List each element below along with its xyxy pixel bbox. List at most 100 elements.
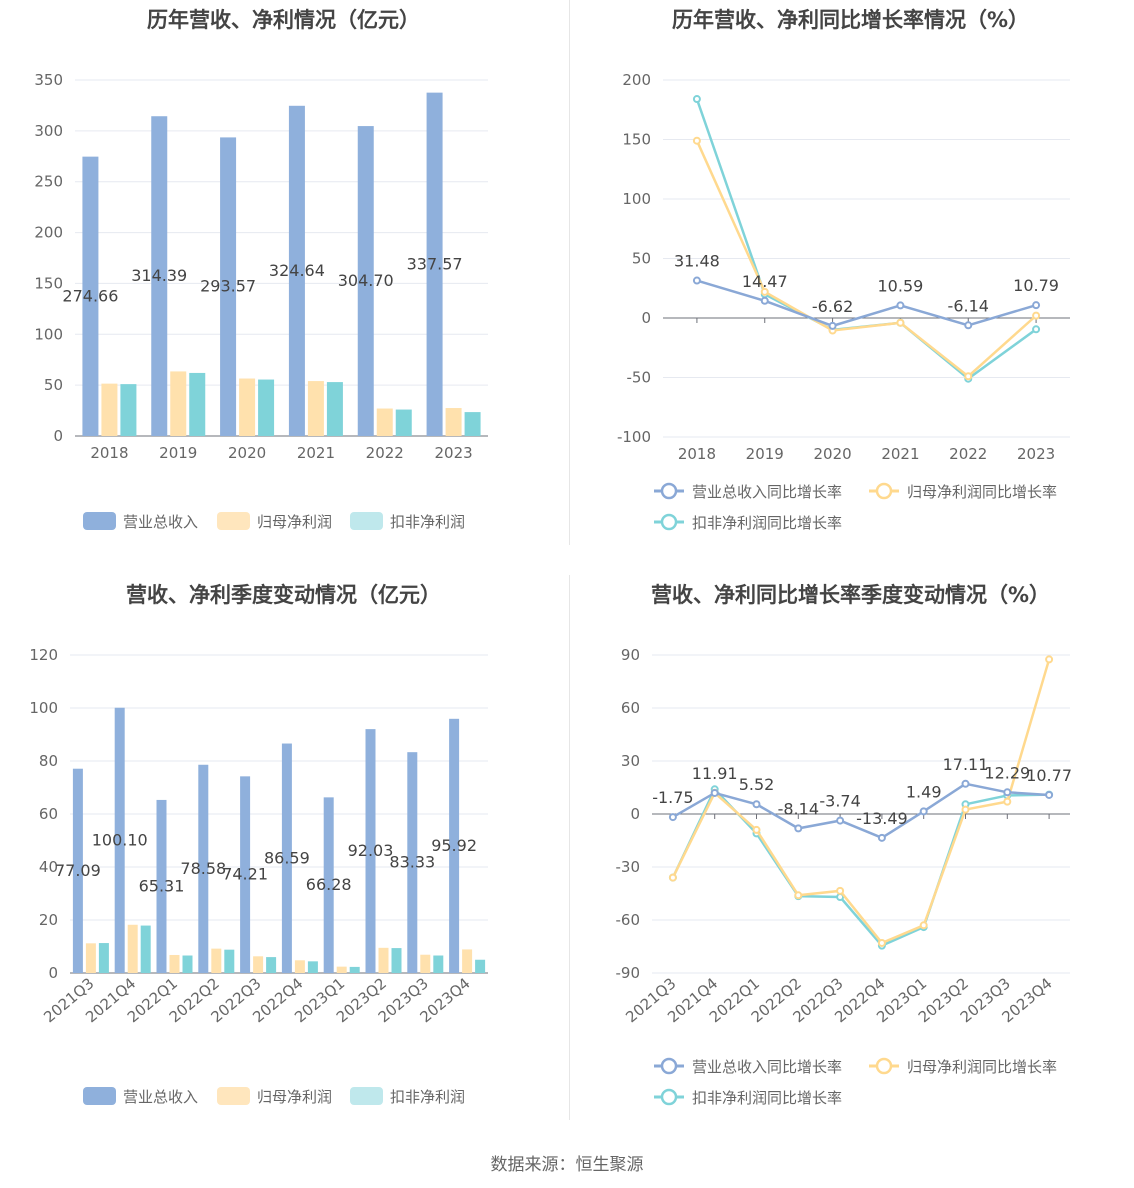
- data-point: [1003, 788, 1012, 797]
- bar: [170, 371, 187, 436]
- data-label: 14.47: [742, 272, 788, 291]
- x-tick-label: 2020: [813, 445, 851, 463]
- bar: [445, 408, 462, 436]
- data-point: [1032, 311, 1041, 320]
- y-tick-label: -90: [616, 964, 641, 982]
- legend-label: 归母净利润同比增长率: [907, 483, 1057, 501]
- data-label: 11.91: [692, 764, 738, 783]
- series-line: [695, 140, 1037, 378]
- series-line: [695, 98, 1037, 381]
- data-label: -3.74: [819, 792, 860, 811]
- x-tick-label: 2023: [1017, 445, 1055, 463]
- y-tick-label: -50: [627, 369, 652, 387]
- data-point: [760, 287, 769, 296]
- bar: [323, 797, 334, 973]
- legend-label: 营业总收入同比增长率: [692, 1058, 842, 1076]
- legend-label: 归母净利润: [257, 1088, 332, 1106]
- bar: [72, 768, 83, 973]
- data-label: 10.79: [1013, 276, 1059, 295]
- legend-label: 归母净利润: [257, 513, 332, 531]
- annual-revenue-profit-chart: 0 50 100 150 200 250 300 350 2018 2019 2020 2021 202…: [34, 71, 488, 531]
- series-line: [671, 659, 1051, 945]
- data-point: [964, 372, 973, 381]
- bar: [307, 961, 318, 973]
- y-tick-label: 250: [34, 173, 63, 191]
- data-point: [836, 886, 845, 895]
- x-tick-label: 2022: [366, 444, 404, 462]
- data-label: 65.31: [139, 876, 185, 895]
- x-tick-label: 2021: [881, 445, 919, 463]
- x-tick-label: 2019: [159, 444, 197, 462]
- data-point: [692, 95, 701, 104]
- y-tick-label: 100: [622, 190, 651, 208]
- data-label: 78.58: [180, 859, 226, 878]
- bar: [475, 959, 486, 973]
- y-tick-label: 80: [39, 752, 58, 770]
- bar: [198, 764, 209, 973]
- data-point: [1032, 301, 1041, 310]
- data-label: 74.21: [222, 865, 268, 884]
- legend-swatch: [83, 512, 116, 530]
- bar: [449, 718, 460, 973]
- x-tick-label: 2019: [746, 445, 784, 463]
- x-tick-label: 2023: [434, 444, 472, 462]
- x-tick-label: 2018: [90, 444, 128, 462]
- data-label: 324.64: [269, 261, 325, 280]
- y-tick-label: 30: [621, 752, 640, 770]
- data-point: [668, 873, 677, 882]
- chart-title: 营收、净利季度变动情况（亿元）: [126, 583, 441, 607]
- bar: [114, 707, 125, 973]
- data-point: [752, 800, 761, 809]
- data-point: [692, 276, 701, 285]
- bar: [169, 954, 180, 973]
- bar: [294, 960, 305, 973]
- bar: [395, 409, 412, 436]
- data-point: [919, 807, 928, 816]
- bar: [349, 966, 360, 973]
- quarterly-revenue-profit-chart: 0204060801001202021Q32021Q42022Q12022Q22…: [29, 646, 488, 1106]
- data-point: [919, 921, 928, 930]
- y-tick-label: 150: [34, 274, 63, 292]
- legend-swatch: [350, 512, 383, 530]
- data-point: [896, 301, 905, 310]
- bar: [266, 957, 277, 973]
- legend-marker: [875, 1057, 893, 1075]
- data-label: -8.14: [778, 799, 819, 818]
- bar: [288, 105, 305, 437]
- data-label: 92.03: [348, 841, 394, 860]
- legend-swatch: [83, 1087, 116, 1105]
- series-line: [672, 782, 1050, 840]
- y-tick-label: 300: [34, 122, 63, 140]
- annual-growth-panel: 历年营收、净利同比增长率情况（%） -100 -50 0 50 100 150 200 201…: [567, 0, 1134, 545]
- y-tick-label: -60: [616, 911, 641, 929]
- legend-marker: [660, 1057, 678, 1075]
- bar: [378, 947, 389, 973]
- x-tick-label: 2020: [228, 444, 266, 462]
- y-tick-label: 150: [622, 131, 651, 149]
- legend-swatch: [217, 512, 250, 530]
- bar: [240, 776, 251, 973]
- bar: [462, 949, 473, 973]
- data-label: 5.52: [739, 775, 775, 794]
- bar: [258, 379, 275, 436]
- data-point: [710, 788, 719, 797]
- x-tick-label: 2022: [949, 445, 987, 463]
- bar: [326, 382, 343, 436]
- bar: [151, 116, 168, 436]
- y-tick-label: 0: [48, 964, 58, 982]
- legend-marker: [660, 482, 678, 500]
- y-tick-label: 50: [632, 250, 651, 268]
- bar: [365, 729, 376, 973]
- bar: [281, 743, 292, 973]
- y-tick-label: 0: [630, 805, 640, 823]
- data-label: 274.66: [62, 286, 118, 305]
- legend-marker: [660, 513, 678, 531]
- bar: [224, 949, 235, 973]
- y-tick-label: 0: [53, 427, 63, 445]
- data-label: 17.11: [943, 755, 989, 774]
- legend-marker: [875, 482, 893, 500]
- data-label: -1.75: [652, 788, 693, 807]
- bar: [220, 137, 237, 436]
- data-label: -13.49: [856, 809, 908, 828]
- data-point: [668, 813, 677, 822]
